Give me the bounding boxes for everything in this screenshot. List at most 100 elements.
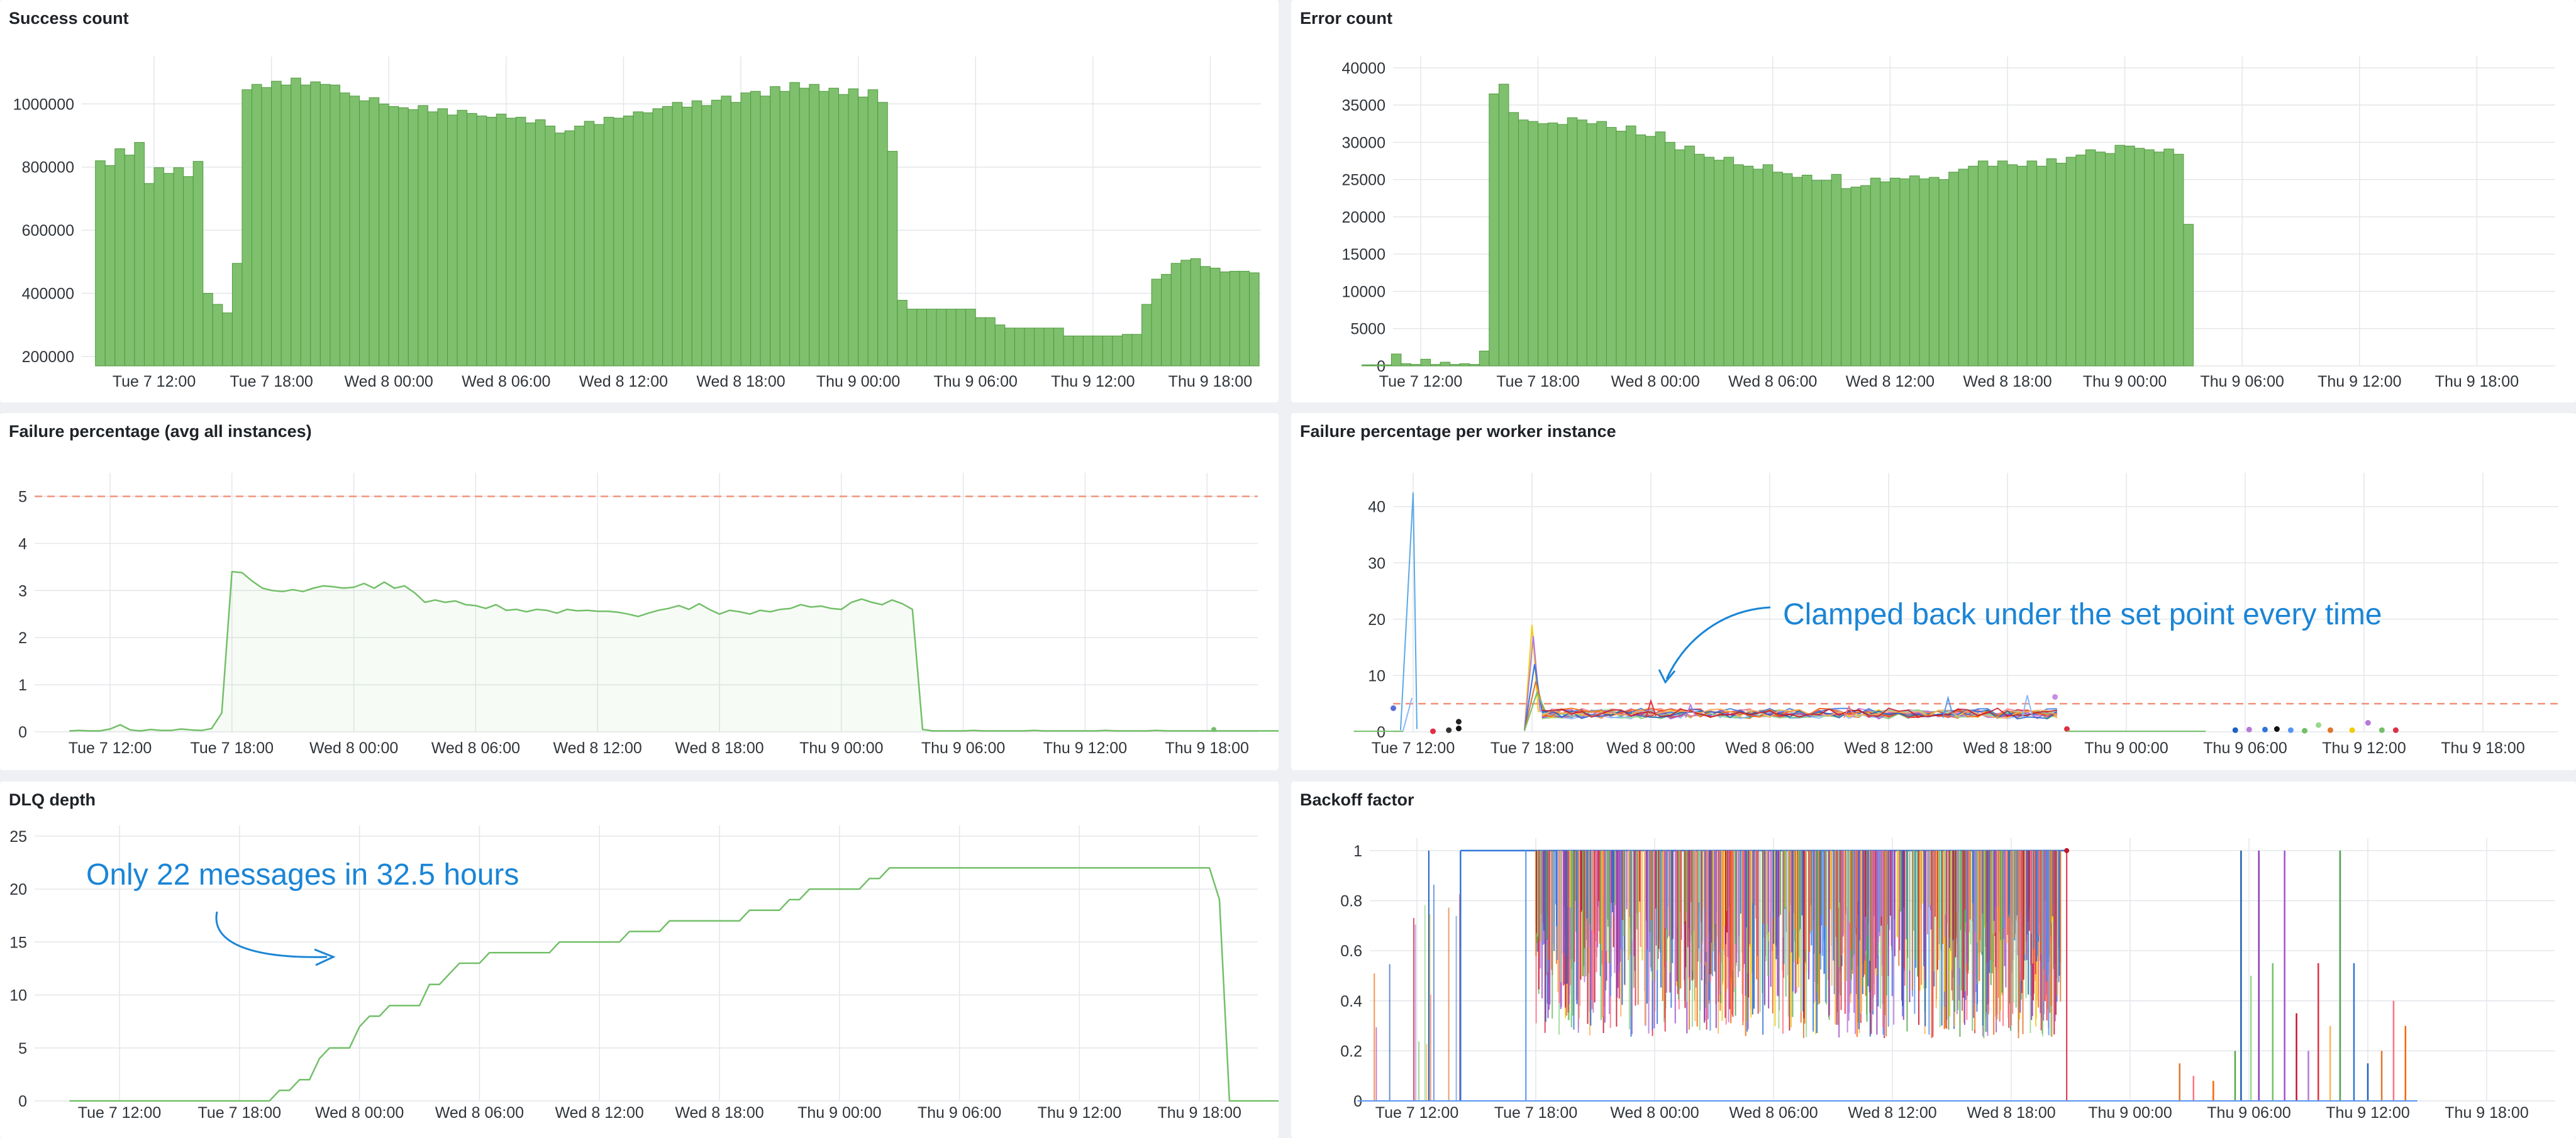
bar: [1043, 328, 1055, 367]
bar: [1538, 123, 1548, 367]
bar: [623, 115, 634, 367]
x-tick-label: Tue 7 12:00: [1372, 739, 1455, 757]
success-count-chart[interactable]: 200000 400000 600000 800000 1000000 Tue 7 12:…: [0, 0, 1279, 402]
bar: [1909, 175, 1920, 367]
bar: [2173, 153, 2184, 367]
bar: [310, 81, 321, 367]
x-tick-label: Thu 9 00:00: [816, 373, 900, 390]
x-tick-label: Thu 9 18:00: [1157, 1104, 1241, 1122]
y-tick-label: 10000: [1341, 283, 1385, 301]
bar: [408, 109, 419, 367]
x-tick-label: Thu 9 06:00: [2200, 373, 2284, 390]
panel-title: Error count: [1300, 9, 1393, 28]
bar: [2036, 165, 2047, 367]
x-tick-label: Wed 8 06:00: [431, 739, 520, 757]
bar: [339, 92, 350, 367]
x-tick-label: Tue 7 12:00: [1375, 1104, 1459, 1122]
series-line: [69, 867, 1279, 1102]
bar: [955, 309, 967, 367]
bar: [1121, 334, 1133, 367]
x-tick-label: Thu 9 06:00: [918, 1104, 1001, 1122]
x-tick-label: Tue 7 12:00: [113, 373, 196, 390]
y-tick-label: 0.6: [1340, 942, 1362, 960]
y-tick-label: 10: [1368, 667, 1385, 685]
x-tick-label: Tue 7 12:00: [78, 1104, 162, 1122]
bar: [662, 106, 673, 367]
y-tick-label: 2: [18, 629, 27, 647]
y-tick-label: 600000: [22, 222, 74, 240]
worker-spike: [1524, 690, 1546, 731]
y-tick-label: 400000: [22, 285, 74, 303]
annotation-arrow: [1665, 606, 1771, 680]
panel-success-count[interactable]: Success count 200000 400000 600000 800000 10…: [0, 0, 1279, 402]
bar: [1180, 260, 1191, 367]
x-tick-label: Thu 9 06:00: [933, 373, 1017, 390]
bar: [2085, 149, 2096, 367]
bar: [1239, 270, 1250, 367]
bar: [183, 176, 194, 367]
worker-point: [1391, 705, 1396, 711]
y-tick-label: 800000: [22, 159, 74, 177]
worker-spike: [1685, 703, 1696, 718]
x-tick-label: Tue 7 18:00: [230, 373, 313, 390]
bar: [1489, 93, 1499, 367]
bar: [1410, 364, 1421, 367]
bar: [1880, 181, 1890, 367]
bar: [2017, 165, 2028, 367]
bar: [1170, 263, 1182, 367]
bar: [1508, 112, 1519, 367]
bar: [1645, 136, 1656, 367]
y-tick-label: 0: [18, 1093, 27, 1110]
failure-percentage-per-worker-chart[interactable]: 0 10 20 30 40 Tue 7 12:00 Tue 7 18:00 Wed 8 00:…: [1291, 413, 2576, 770]
y-tick-label: 0.4: [1340, 993, 1362, 1010]
bar: [1450, 364, 1460, 367]
bar: [1161, 273, 1172, 367]
bar: [1635, 134, 1646, 367]
bar: [427, 111, 438, 367]
bar: [584, 121, 595, 367]
bar: [242, 89, 253, 367]
y-tick-label: 20000: [1341, 209, 1385, 226]
bar: [701, 105, 712, 367]
bar: [1518, 119, 1529, 367]
bar: [104, 165, 116, 367]
annotation-arrowhead: [314, 948, 336, 966]
panel-failure-percentage-avg[interactable]: Failure percentage (avg all instances) 0…: [0, 413, 1279, 770]
bar: [779, 91, 791, 367]
dlq-depth-chart[interactable]: 0 5 10 15 20 25 Tue 7 12:00 Tue 7 18:00 Wed 8 00…: [0, 782, 1279, 1138]
bar: [1997, 160, 2008, 367]
panel-failure-percentage-per-worker[interactable]: Failure percentage per worker instance 0…: [1291, 413, 2576, 770]
bar: [1626, 125, 1636, 367]
bar: [1606, 127, 1617, 367]
bar: [2046, 158, 2057, 367]
error-count-chart[interactable]: 0 5000 10000 15000 20000 25000 30000 35000 40000…: [1291, 0, 2576, 402]
x-tick-label: Wed 8 18:00: [675, 1104, 763, 1122]
bar: [280, 84, 292, 367]
bar: [1053, 328, 1064, 367]
bar: [1557, 124, 1568, 367]
bar: [467, 113, 477, 367]
x-tick-label: Thu 9 06:00: [2207, 1104, 2290, 1122]
worker-spike: [1645, 699, 1657, 718]
y-tick-label: 5000: [1350, 321, 1385, 338]
x-tick-label: Thu 9 06:00: [921, 739, 1005, 757]
bar: [2075, 154, 2086, 367]
bar: [1782, 173, 1793, 367]
bar: [457, 109, 468, 367]
bar: [867, 89, 879, 367]
panel-dlq-depth[interactable]: DLQ depth 0 5 10 15 20 25 Tue 7 12:00 Tue 7 18:…: [0, 782, 1279, 1138]
x-tick-label: Thu 9 00:00: [2083, 373, 2167, 390]
bar: [1968, 165, 1979, 367]
worker-spike: [1402, 698, 1413, 731]
worker-point: [2349, 727, 2355, 733]
failure-percentage-avg-chart[interactable]: 0 1 2 3 4 5 Tue 7 12:00 Tue 7 18:00 Wed 8 00:00 W…: [0, 413, 1279, 770]
y-tick-label: 20: [9, 881, 27, 898]
bar: [1753, 168, 1763, 367]
panel-error-count[interactable]: Error count 0 5000 10000 15000 20000 25000 300…: [1291, 0, 2576, 402]
x-tick-label: Thu 9 00:00: [2084, 739, 2168, 757]
worker-point: [2327, 727, 2333, 733]
x-tick-label: Wed 8 06:00: [462, 373, 550, 390]
x-tick-label: Tue 7 18:00: [191, 739, 274, 757]
